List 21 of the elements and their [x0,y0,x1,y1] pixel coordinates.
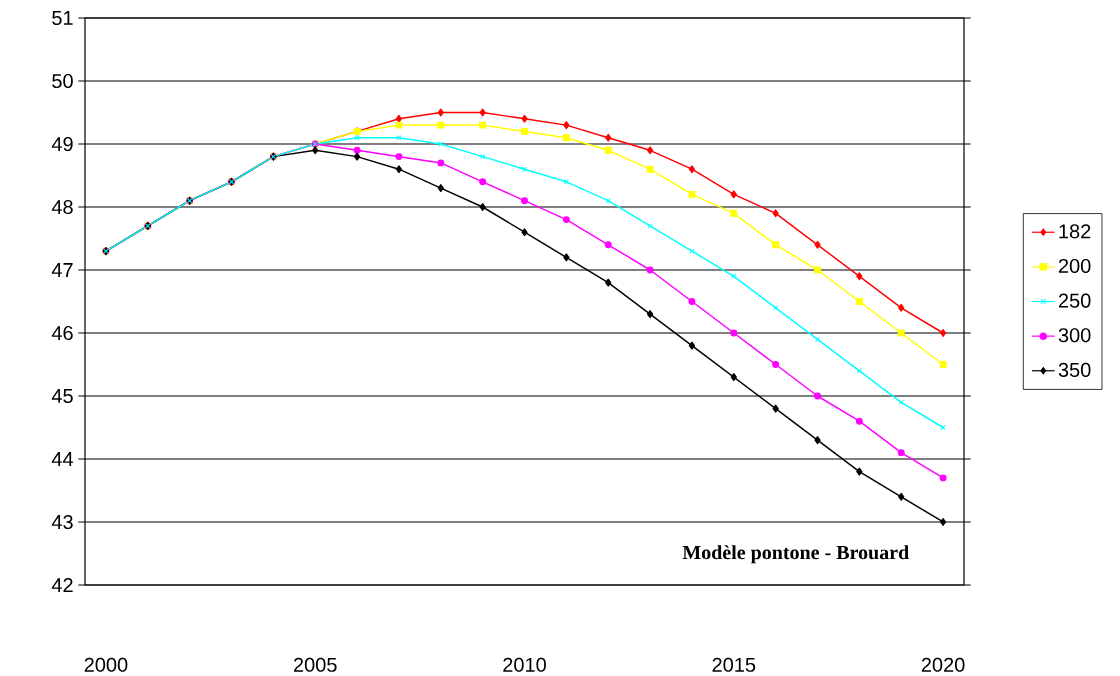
y-tick-label: 46 [51,325,73,340]
y-tick-label: 45 [51,388,73,403]
legend-label: 182 [1059,224,1091,239]
y-tick-label: 51 [52,10,73,25]
legend-label: 300 [1058,327,1091,343]
y-tick-label: 43 [51,514,73,529]
x-tick-label: 2015 [712,657,756,672]
y-tick-label: 49 [51,136,73,151]
y-tick-label: 50 [52,73,73,88]
y-tick-label: 44 [51,451,74,466]
legend-label: 200 [1058,258,1091,273]
y-tick-label: 47 [51,262,73,277]
y-tick-label: 48 [51,199,73,214]
annotation: Modèle pontone - Brouard [682,544,909,564]
x-tick-label: 2020 [921,657,965,672]
x-tick-label: 2000 [84,657,128,672]
x-tick-label: 2010 [503,657,546,672]
x-tick-label: 2005 [293,657,337,672]
legend-label: 350 [1058,362,1091,377]
y-tick-label: 42 [51,577,73,592]
legend-label: 250 [1058,293,1091,308]
